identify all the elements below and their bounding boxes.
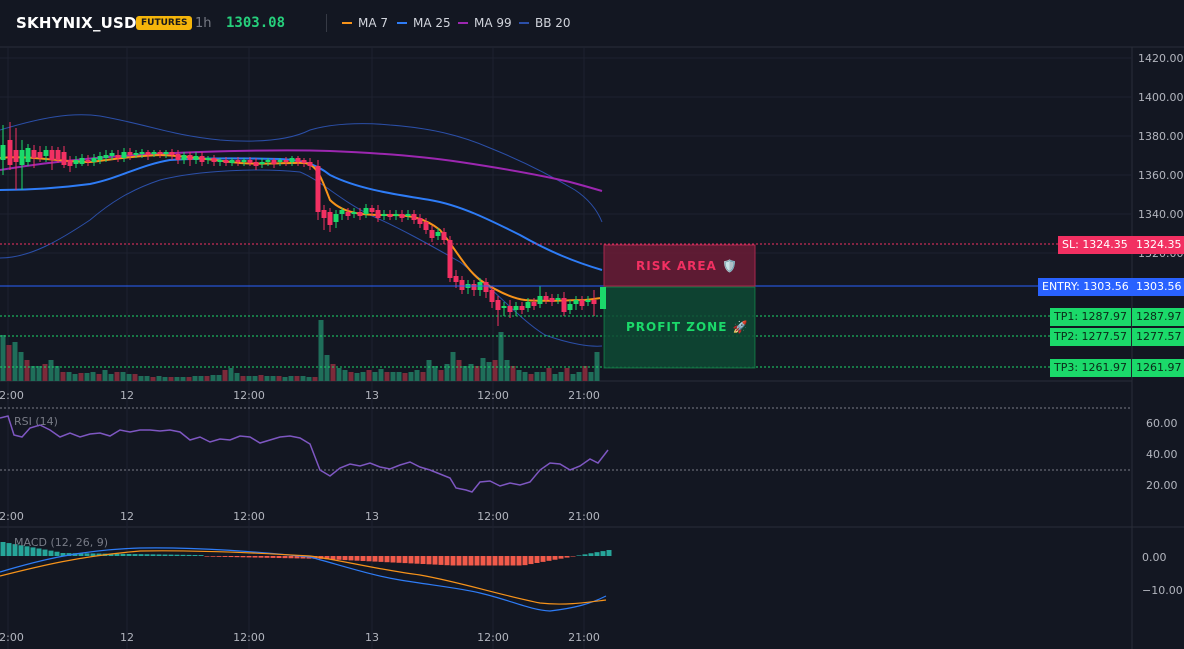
- time-tick: 12:00: [233, 389, 265, 402]
- macd-label[interactable]: MACD (12, 26, 9): [14, 536, 108, 549]
- legend-ma7[interactable]: MA 7: [342, 16, 388, 30]
- macd-tick: −10.00: [1142, 584, 1183, 597]
- legend-ma7-label: MA 7: [358, 16, 389, 30]
- bb-lower-line: [0, 169, 603, 347]
- time-tick: 21:00: [568, 389, 600, 402]
- legend-ma25[interactable]: MA 25: [397, 16, 451, 30]
- time-tick: 13: [365, 510, 379, 523]
- legend-bb20[interactable]: BB 20: [519, 16, 571, 30]
- price-tick: 1400.00: [1138, 91, 1184, 104]
- price-tick: 1380.00: [1138, 130, 1184, 143]
- tp3-label[interactable]: TP3: 1261.97: [1050, 359, 1132, 377]
- time-axis-rsi[interactable]: 12:00 12 12:00 13 12:00 21:00: [0, 510, 600, 523]
- entry-axis-value: 1303.56: [1132, 278, 1184, 296]
- last-price: 1303.08: [226, 15, 286, 31]
- header-divider: [326, 14, 327, 32]
- legend-ma99[interactable]: MA 99: [458, 16, 512, 30]
- ma7-swatch-icon: [342, 22, 352, 24]
- tp2-axis-value: 1277.57: [1132, 328, 1184, 346]
- time-tick: 12:00: [0, 631, 24, 644]
- tp3-axis-value: 1261.97: [1132, 359, 1184, 377]
- rsi-axis[interactable]: 60.00 40.00 20.00: [1146, 417, 1178, 492]
- candlestick-series: [0, 122, 597, 326]
- bb20-swatch-icon: [519, 22, 529, 24]
- rsi-label[interactable]: RSI (14): [14, 415, 58, 428]
- macd-line: [0, 547, 607, 612]
- bb-upper-line: [0, 114, 603, 223]
- time-tick: 12:00: [477, 389, 509, 402]
- macd-tick: 0.00: [1142, 551, 1167, 564]
- profit-zone-label: PROFIT ZONE 🚀: [626, 320, 749, 334]
- price-tick: 1340.00: [1138, 208, 1184, 221]
- time-tick: 21:00: [568, 510, 600, 523]
- time-axis-main[interactable]: 12:00 12 12:00 13 12:00 21:00: [0, 389, 600, 402]
- signal-line: [0, 550, 607, 605]
- time-tick: 12: [120, 389, 134, 402]
- ma7-line: [0, 153, 603, 302]
- time-tick: 13: [365, 631, 379, 644]
- time-tick: 13: [365, 389, 379, 402]
- time-tick: 12:00: [233, 510, 265, 523]
- futures-badge: FUTURES: [136, 16, 193, 30]
- tp1-label[interactable]: TP1: 1287.97: [1050, 308, 1132, 326]
- time-tick: 12: [120, 510, 134, 523]
- rsi-tick: 40.00: [1146, 448, 1178, 461]
- price-tick: 1360.00: [1138, 169, 1184, 182]
- tp2-label[interactable]: TP2: 1277.57: [1050, 328, 1132, 346]
- time-tick: 12: [120, 631, 134, 644]
- sl-label[interactable]: SL: 1324.35: [1058, 236, 1132, 254]
- tp1-axis-value: 1287.97: [1132, 308, 1184, 326]
- last-candle-marker: [600, 287, 606, 309]
- profit-zone-box[interactable]: [603, 286, 756, 369]
- time-tick: 21:00: [568, 631, 600, 644]
- time-tick: 12:00: [0, 510, 24, 523]
- timeframe-label[interactable]: 1h: [195, 16, 212, 31]
- rsi-line: [0, 415, 609, 493]
- ma25-swatch-icon: [397, 22, 407, 24]
- vertical-grid: [7, 47, 585, 649]
- sl-axis-value: 1324.35: [1132, 236, 1184, 254]
- symbol-title[interactable]: SKHYNIX_USDT: [16, 14, 148, 32]
- rsi-tick: 60.00: [1146, 417, 1178, 430]
- time-tick: 12:00: [0, 389, 24, 402]
- risk-area-label: RISK AREA 🛡️: [636, 259, 738, 273]
- price-tick: 1420.00: [1138, 52, 1184, 65]
- legend-ma99-label: MA 99: [474, 16, 512, 30]
- price-axis[interactable]: 1420.00 1400.00 1380.00 1360.00 1340.00 …: [1138, 52, 1184, 260]
- risk-area-box[interactable]: [603, 244, 756, 287]
- time-tick: 12:00: [233, 631, 265, 644]
- legend-ma25-label: MA 25: [413, 16, 451, 30]
- time-axis-macd[interactable]: 12:00 12 12:00 13 12:00 21:00: [0, 631, 600, 644]
- ma99-line: [0, 149, 603, 192]
- ma99-swatch-icon: [458, 22, 468, 24]
- volume-histogram: [0, 320, 600, 381]
- time-tick: 12:00: [477, 510, 509, 523]
- rsi-tick: 20.00: [1146, 479, 1178, 492]
- chart-header: SKHYNIX_USDT FUTURES 1h 1303.08 MA 7 MA …: [0, 0, 1184, 46]
- macd-axis[interactable]: 0.00 −10.00: [1142, 551, 1183, 597]
- entry-label[interactable]: ENTRY: 1303.56: [1038, 278, 1133, 296]
- macd-histogram: [0, 542, 612, 566]
- time-tick: 12:00: [477, 631, 509, 644]
- legend-bb20-label: BB 20: [535, 16, 571, 30]
